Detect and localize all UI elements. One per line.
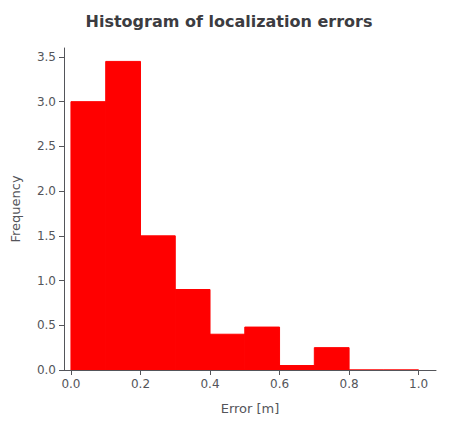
svg-text:0.0: 0.0	[61, 377, 80, 391]
svg-text:Error [m]: Error [m]	[221, 401, 280, 416]
svg-text:0.2: 0.2	[131, 377, 150, 391]
svg-text:2.5: 2.5	[37, 139, 56, 153]
svg-text:2.0: 2.0	[37, 184, 56, 198]
svg-text:0.5: 0.5	[37, 318, 56, 332]
svg-text:1.0: 1.0	[37, 274, 56, 288]
svg-text:1.5: 1.5	[37, 229, 56, 243]
svg-text:0.0: 0.0	[37, 363, 56, 377]
svg-text:0.4: 0.4	[200, 377, 219, 391]
svg-text:3.0: 3.0	[37, 95, 56, 109]
svg-text:3.5: 3.5	[37, 50, 56, 64]
svg-text:0.8: 0.8	[340, 377, 359, 391]
svg-text:1.0: 1.0	[409, 377, 428, 391]
svg-text:Frequency: Frequency	[8, 175, 23, 242]
svg-text:0.6: 0.6	[270, 377, 289, 391]
svg-text:Histogram of localization erro: Histogram of localization errors	[86, 12, 373, 31]
